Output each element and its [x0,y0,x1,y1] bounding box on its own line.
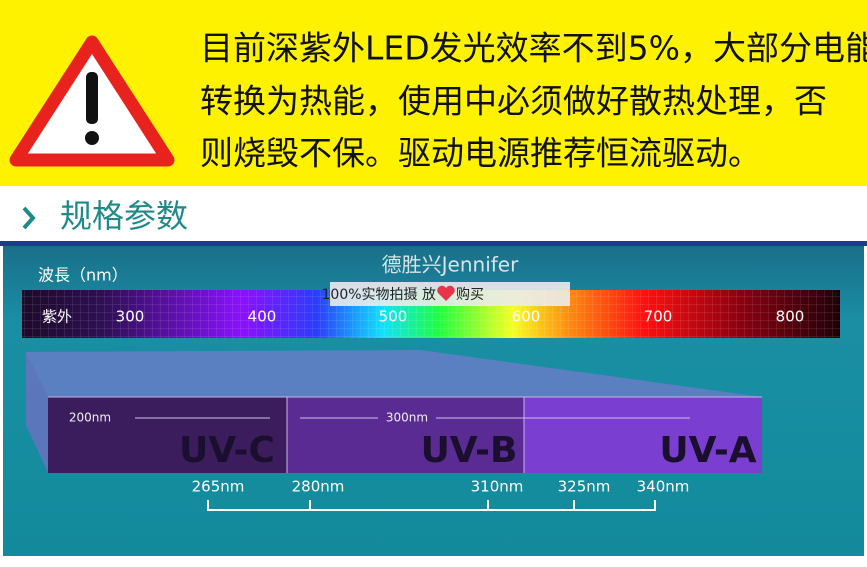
band-uvc [48,397,287,473]
watermark-heart [437,285,455,301]
section-title: 规格参数 [60,197,188,235]
watermark-slogan: 100%实物拍摄 放 [322,287,436,303]
band-name: UV-B [421,430,518,471]
band-name: UV-A [659,430,756,471]
wavelength-label: 310nm [471,478,524,496]
wavelength-label: 265nm [192,478,245,496]
band-uva [524,397,762,473]
spectrum-tick: 600 [512,308,541,326]
wavelength-label: 280nm [292,478,345,496]
section-chevron [22,206,36,230]
wavelength-label: 340nm [637,478,690,496]
warning-dot [85,131,99,145]
spectrum-tick: 400 [248,308,277,326]
warning-line: 转换为热能，使用中必须做好散热处理，否 [200,82,827,121]
projection-side [26,352,48,473]
span-label: 300nm [386,411,428,425]
spectrum-tick: 700 [644,308,673,326]
wavelength-bracket [207,500,656,511]
spectrum-tick: 300 [116,308,145,326]
span-label: 200nm [69,411,111,425]
spectrum-tick: 800 [776,308,805,326]
projection-top [26,350,762,397]
axis-label: 波長（nm） [38,266,128,285]
warning-line: 则烧毁不保。驱动电源推荐恒流驱动。 [200,134,761,173]
watermark-slogan: 购买 [456,287,484,303]
spectrum-start: 紫外 [42,308,72,326]
warning-line: 目前深紫外LED发光效率不到5%，大部分电能 [200,29,867,68]
panel-rule [0,241,867,246]
band-uvb [287,397,524,473]
warning-mark [86,72,98,124]
watermark-brand: 德胜兴Jennifer [382,253,519,277]
band-name: UV-C [179,430,275,471]
spectrum-tick: 500 [379,308,408,326]
wavelength-label: 325nm [558,478,611,496]
